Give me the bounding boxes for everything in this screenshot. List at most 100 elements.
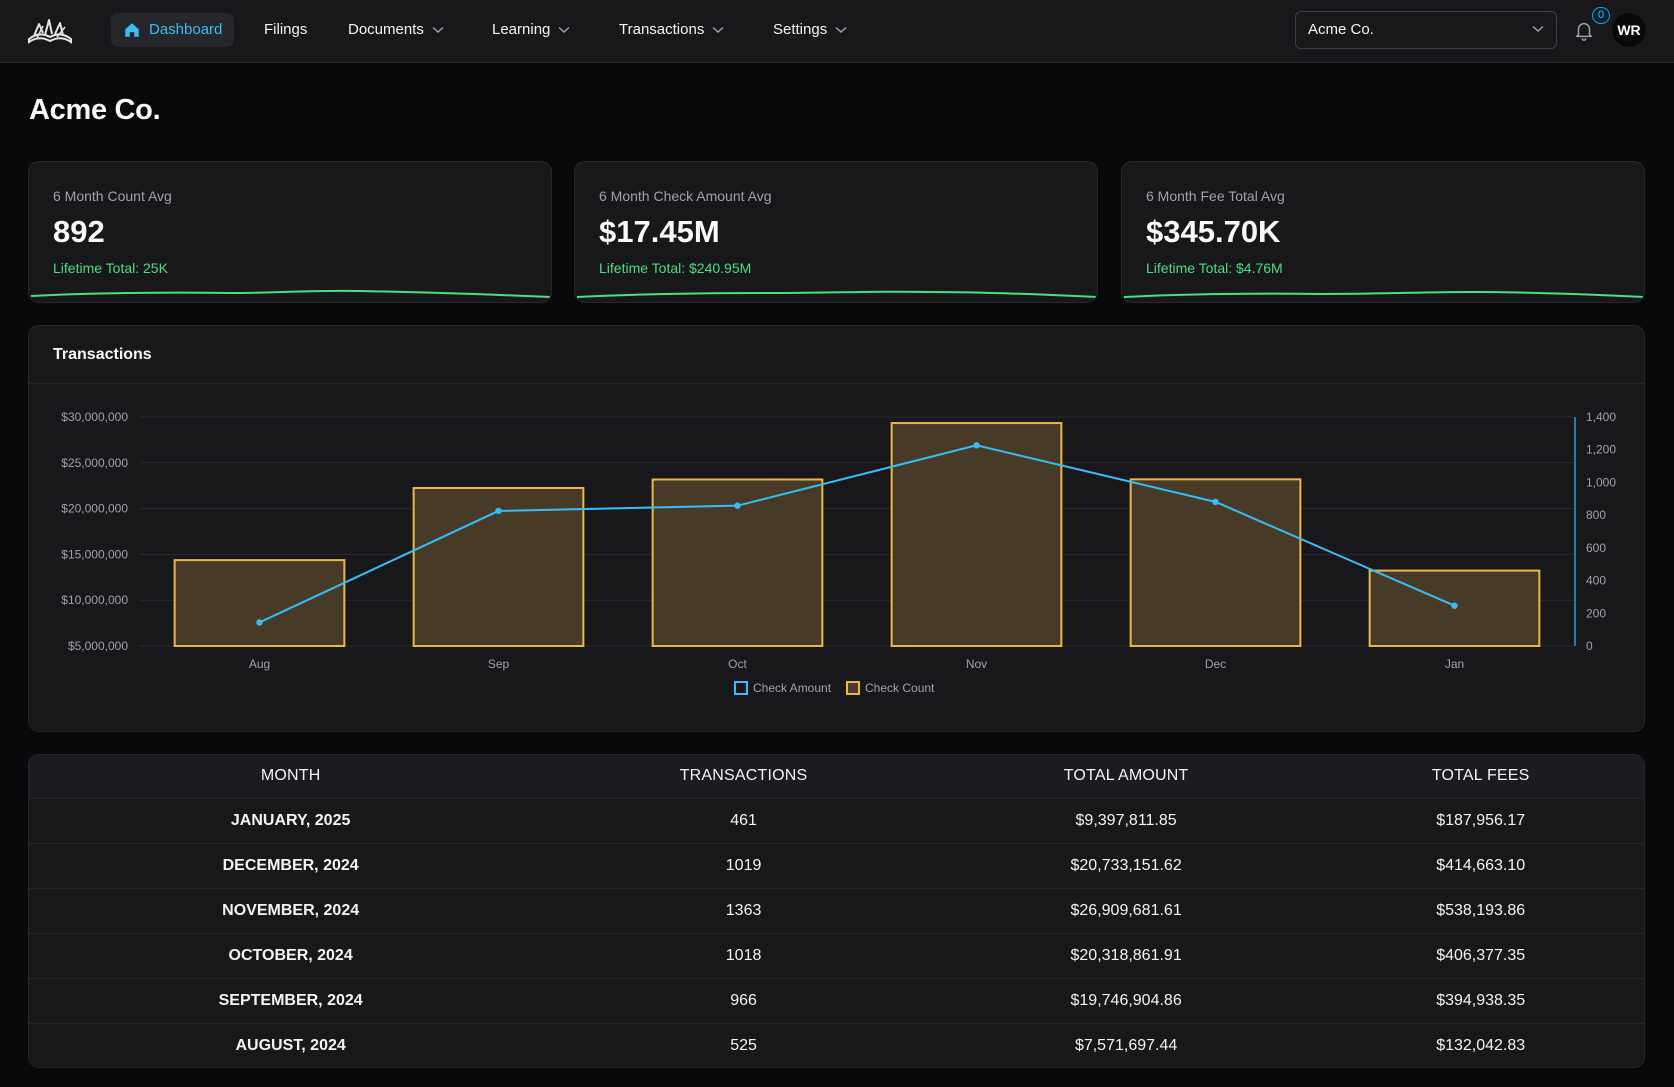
cell-month: December, 2024 (29, 843, 553, 889)
cell-transactions: 1363 (552, 888, 935, 934)
reading-book-logo-icon[interactable] (27, 14, 73, 46)
point-check-amount-dec (1212, 498, 1219, 506)
point-check-amount-sep (495, 507, 502, 515)
chevron-down-icon (432, 26, 444, 34)
stat-value: 892 (53, 214, 105, 249)
column-header-total-amount[interactable]: Total Amount (934, 755, 1318, 799)
stat-card-fee-total: 6 Month Fee Total Avg $345.70K Lifetime … (1121, 161, 1645, 303)
x-tick-label: Nov (966, 657, 987, 671)
top-navbar: Dashboard Filings Documents Learning Tra… (0, 0, 1674, 63)
cell-total-fees: $187,956.17 (1317, 798, 1644, 844)
table-row: November, 2024 1363 $26,909,681.61 $538,… (29, 888, 1644, 934)
monthly-summary-table-card: Month Transactions Total Amount Total Fe… (28, 754, 1645, 1068)
sparkline (576, 290, 1097, 298)
table-row: January, 2025 461 $9,397,811.85 $187,956… (29, 798, 1644, 844)
stat-value: $345.70K (1146, 214, 1281, 249)
page-title: Acme Co. (29, 94, 161, 126)
nav-filings[interactable]: Filings (252, 13, 319, 47)
nav-dashboard[interactable]: Dashboard (111, 13, 235, 47)
y-right-tick-label: 1,000 (1586, 475, 1616, 489)
bar-check-count-nov (890, 422, 1063, 647)
monthly-summary-table: Month Transactions Total Amount Total Fe… (29, 755, 1644, 1067)
y-left-tick-label: $25,000,000 (61, 456, 128, 470)
cell-total-amount: $20,318,861.91 (934, 933, 1318, 979)
x-tick-label: Aug (249, 657, 270, 671)
cell-month: January, 2025 (29, 798, 553, 844)
nav-learning[interactable]: Learning (480, 13, 582, 47)
bar-check-count-aug (173, 559, 346, 647)
bar-check-count-dec (1129, 478, 1302, 647)
cell-total-amount: $7,571,697.44 (1074, 1036, 1178, 1054)
cell-transactions: 966 (552, 978, 935, 1024)
nav-settings[interactable]: Settings (761, 13, 859, 47)
cell-total-fees: $132,042.83 (1436, 1036, 1526, 1054)
x-tick-label: Dec (1205, 657, 1226, 671)
stat-card-count: 6 Month Count Avg 892 Lifetime Total: 25… (28, 161, 552, 303)
user-avatar[interactable]: WR (1612, 13, 1646, 47)
cell-month: October, 2024 (29, 933, 553, 979)
stat-lifetime-total: Lifetime Total: 25K (53, 260, 168, 276)
cell-month: September, 2024 (29, 978, 553, 1024)
point-check-amount-nov (973, 442, 980, 449)
cell-month: November, 2024 (29, 888, 553, 934)
nav-settings-label: Settings (773, 21, 828, 38)
stat-card-check-amount: 6 Month Check Amount Avg $17.45M Lifetim… (574, 161, 1098, 303)
nav-documents[interactable]: Documents (336, 13, 456, 47)
y-right-tick-label: 1,400 (1586, 410, 1616, 424)
y-left-tick-label: $20,000,000 (61, 502, 128, 516)
x-tick-label: Jan (1445, 657, 1464, 671)
company-select-value: Acme Co. (1308, 21, 1374, 38)
chevron-down-icon (835, 26, 847, 34)
bell-icon[interactable] (1573, 19, 1595, 41)
point-check-amount-oct (734, 502, 741, 509)
y-left-tick-label: $15,000,000 (61, 547, 128, 561)
transactions-chart-card: Transactions $5,000,000 $10,000,000 $15,00… (28, 325, 1645, 732)
cell-transactions: 1018 (552, 933, 935, 979)
chevron-down-icon (558, 26, 570, 34)
y-left-tick-label: $5,000,000 (68, 639, 128, 653)
legend-label-check-amount: Check Amount (753, 681, 832, 695)
column-header-total-fees[interactable]: Total Fees (1317, 755, 1644, 799)
bar-check-count-sep (412, 486, 585, 647)
nav-dashboard-label: Dashboard (149, 21, 223, 38)
y-right-tick-label: 800 (1586, 508, 1606, 522)
cell-transactions: 1019 (552, 843, 935, 889)
table-row: August, 2024 525 $7,571,697.44 $132,042.… (29, 1023, 1644, 1067)
stat-lifetime-total: Lifetime Total: $4.76M (1146, 260, 1283, 276)
y-right-tick-label: 600 (1586, 541, 1606, 555)
column-header-transactions[interactable]: Transactions (552, 755, 935, 799)
nav-transactions-label: Transactions (619, 21, 705, 38)
nav-transactions[interactable]: Transactions (607, 13, 736, 47)
x-tick-label: Oct (728, 657, 747, 671)
cell-month: August, 2024 (235, 1036, 346, 1054)
chart-title: Transactions (53, 346, 152, 363)
cell-total-fees: $414,663.10 (1317, 843, 1644, 889)
table-row: October, 2024 1018 $20,318,861.91 $406,3… (29, 933, 1644, 979)
column-header-month[interactable]: Month (29, 755, 553, 799)
cell-total-amount: $9,397,811.85 (934, 798, 1318, 844)
transactions-chart: $5,000,000 $10,000,000 $15,000,000 $20,000,… (61, 410, 1616, 695)
stat-label: 6 Month Fee Total Avg (1146, 188, 1285, 204)
point-check-amount-aug (256, 619, 263, 626)
nav-learning-label: Learning (492, 21, 551, 38)
stat-label: 6 Month Count Avg (53, 188, 172, 204)
nav-documents-label: Documents (348, 21, 424, 38)
home-icon (125, 23, 139, 37)
cell-transactions: 461 (552, 798, 935, 844)
sparkline (1123, 290, 1644, 298)
legend-swatch-check-count (846, 681, 860, 695)
y-right-tick-label: 200 (1586, 606, 1606, 620)
stat-label: 6 Month Check Amount Avg (599, 188, 772, 204)
y-left-tick-label: $30,000,000 (61, 410, 128, 424)
nav-filings-label: Filings (264, 21, 308, 38)
cell-total-amount: $26,909,681.61 (934, 888, 1318, 934)
stat-value: $17.45M (599, 214, 720, 249)
cell-total-fees: $538,193.86 (1317, 888, 1644, 934)
cell-total-amount: $19,746,904.86 (934, 978, 1318, 1024)
table-row: December, 2024 1019 $20,733,151.62 $414,… (29, 843, 1644, 889)
company-select[interactable]: Acme Co. (1295, 11, 1557, 49)
point-check-amount-jan (1451, 602, 1458, 609)
sparkline (30, 289, 551, 298)
cell-total-fees: $406,377.35 (1317, 933, 1644, 979)
cell-total-fees: $394,938.35 (1317, 978, 1644, 1024)
